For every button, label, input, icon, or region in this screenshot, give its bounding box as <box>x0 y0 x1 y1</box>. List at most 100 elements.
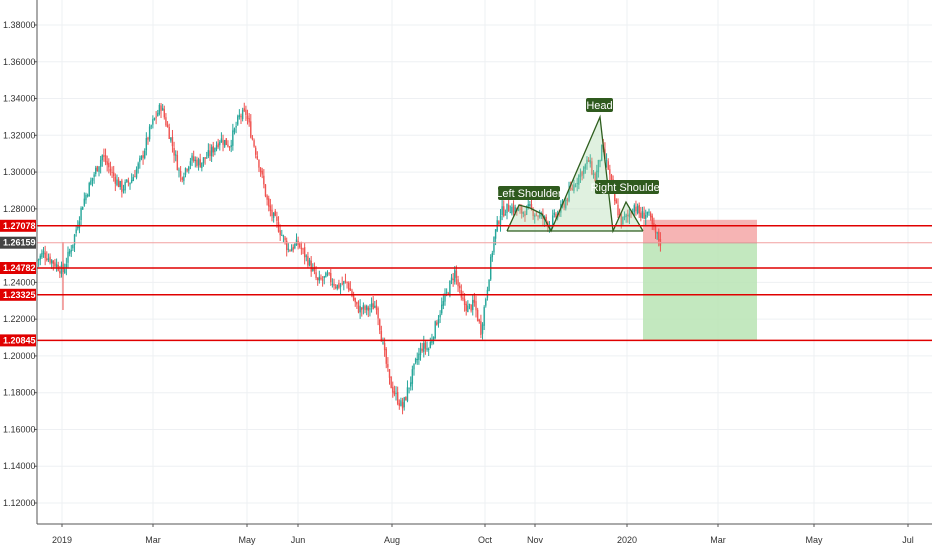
candle-body <box>648 211 650 213</box>
candle-body <box>158 104 161 114</box>
candle-body <box>300 247 303 250</box>
candle-body <box>507 204 510 212</box>
candle-body <box>411 369 414 384</box>
price-levels <box>37 225 932 342</box>
candle-body <box>494 229 497 239</box>
candle-body <box>633 205 636 213</box>
candle-body <box>67 251 69 263</box>
candle-body <box>627 215 629 217</box>
candle-body <box>328 272 330 274</box>
candle-body <box>346 282 348 284</box>
candle-body <box>81 206 84 210</box>
candle-body <box>305 255 307 257</box>
x-tick-label: Mar <box>145 535 161 545</box>
candle-body <box>132 177 134 181</box>
candle-body <box>395 392 397 394</box>
candle-body <box>212 146 214 153</box>
candle-body <box>248 118 250 123</box>
candle-body <box>183 176 185 181</box>
candle-body <box>284 237 286 241</box>
candle-body <box>204 157 206 159</box>
candle-body <box>503 206 505 216</box>
candle-body <box>225 138 228 145</box>
candle-body <box>173 147 175 156</box>
candle-body <box>571 188 573 190</box>
candle-body <box>171 137 174 147</box>
level-tag: 1.27078 <box>3 221 36 231</box>
y-tick-label: 1.16000 <box>3 424 36 434</box>
candle-body <box>600 144 603 161</box>
candle-body <box>228 146 231 148</box>
candle-body <box>168 127 170 139</box>
candle-body <box>323 276 325 279</box>
x-tick-label: Jul <box>902 535 914 545</box>
candle-body <box>441 304 443 314</box>
candle-body <box>161 107 164 111</box>
candle-body <box>272 212 275 218</box>
candle-body <box>282 235 285 237</box>
candle-body <box>379 319 381 331</box>
level-tag-bg <box>0 288 36 301</box>
candle-body <box>589 160 591 164</box>
candle-body <box>432 337 435 341</box>
candle-body <box>498 221 500 224</box>
candle-body <box>437 318 440 324</box>
candle-body <box>199 159 201 168</box>
candle-body <box>558 213 560 215</box>
candle-body <box>116 179 118 186</box>
candle-body <box>434 321 436 339</box>
candle-body <box>534 215 536 217</box>
candle-body <box>64 269 66 273</box>
candle-body <box>91 177 94 181</box>
candle-body <box>493 237 495 253</box>
candle-body <box>137 163 139 169</box>
candle-body <box>121 180 123 193</box>
candle-body <box>583 167 585 175</box>
y-axis-bg <box>0 0 37 524</box>
y-tick-label: 1.20000 <box>3 351 36 361</box>
candle-body <box>245 109 247 115</box>
x-tick-label: May <box>805 535 823 545</box>
candle-body <box>501 206 503 216</box>
candle-body <box>75 229 77 234</box>
level-tag: 1.20845 <box>3 335 36 345</box>
y-tick-label: 1.38000 <box>3 20 36 30</box>
candle-body <box>478 319 480 322</box>
head-label-text: Head <box>586 100 612 112</box>
candle-body <box>525 206 528 215</box>
candle-body <box>463 298 466 305</box>
candle-body <box>369 308 371 310</box>
candle-body <box>447 293 449 295</box>
candle-body <box>654 225 657 233</box>
candle-body <box>176 155 179 171</box>
candle-body <box>467 305 469 313</box>
candle-body <box>86 195 89 197</box>
candle-body <box>472 300 474 310</box>
candle-body <box>106 161 108 165</box>
candle-body <box>230 145 232 147</box>
candle-body <box>333 283 335 286</box>
candle-body <box>109 168 112 172</box>
candle-body <box>246 115 249 120</box>
candle-body <box>318 276 321 281</box>
candle-body <box>514 207 516 213</box>
candle-body <box>620 213 622 226</box>
y-tick-label: 1.14000 <box>3 461 36 471</box>
candle-body <box>506 203 508 214</box>
candle-body <box>594 173 596 182</box>
candle-body <box>398 403 401 406</box>
candle-body <box>480 321 482 335</box>
candle-body <box>134 176 136 178</box>
candle-body <box>385 348 387 364</box>
candle-body <box>382 342 384 344</box>
candle-body <box>563 203 565 208</box>
candle-body <box>450 277 453 281</box>
candle-body <box>555 214 557 218</box>
candle-body <box>264 184 267 197</box>
y-tick-label: 1.24000 <box>3 277 36 287</box>
candle-body <box>122 189 125 191</box>
candle-body <box>148 126 151 140</box>
candle-body <box>321 279 324 281</box>
candle-body <box>95 167 97 174</box>
